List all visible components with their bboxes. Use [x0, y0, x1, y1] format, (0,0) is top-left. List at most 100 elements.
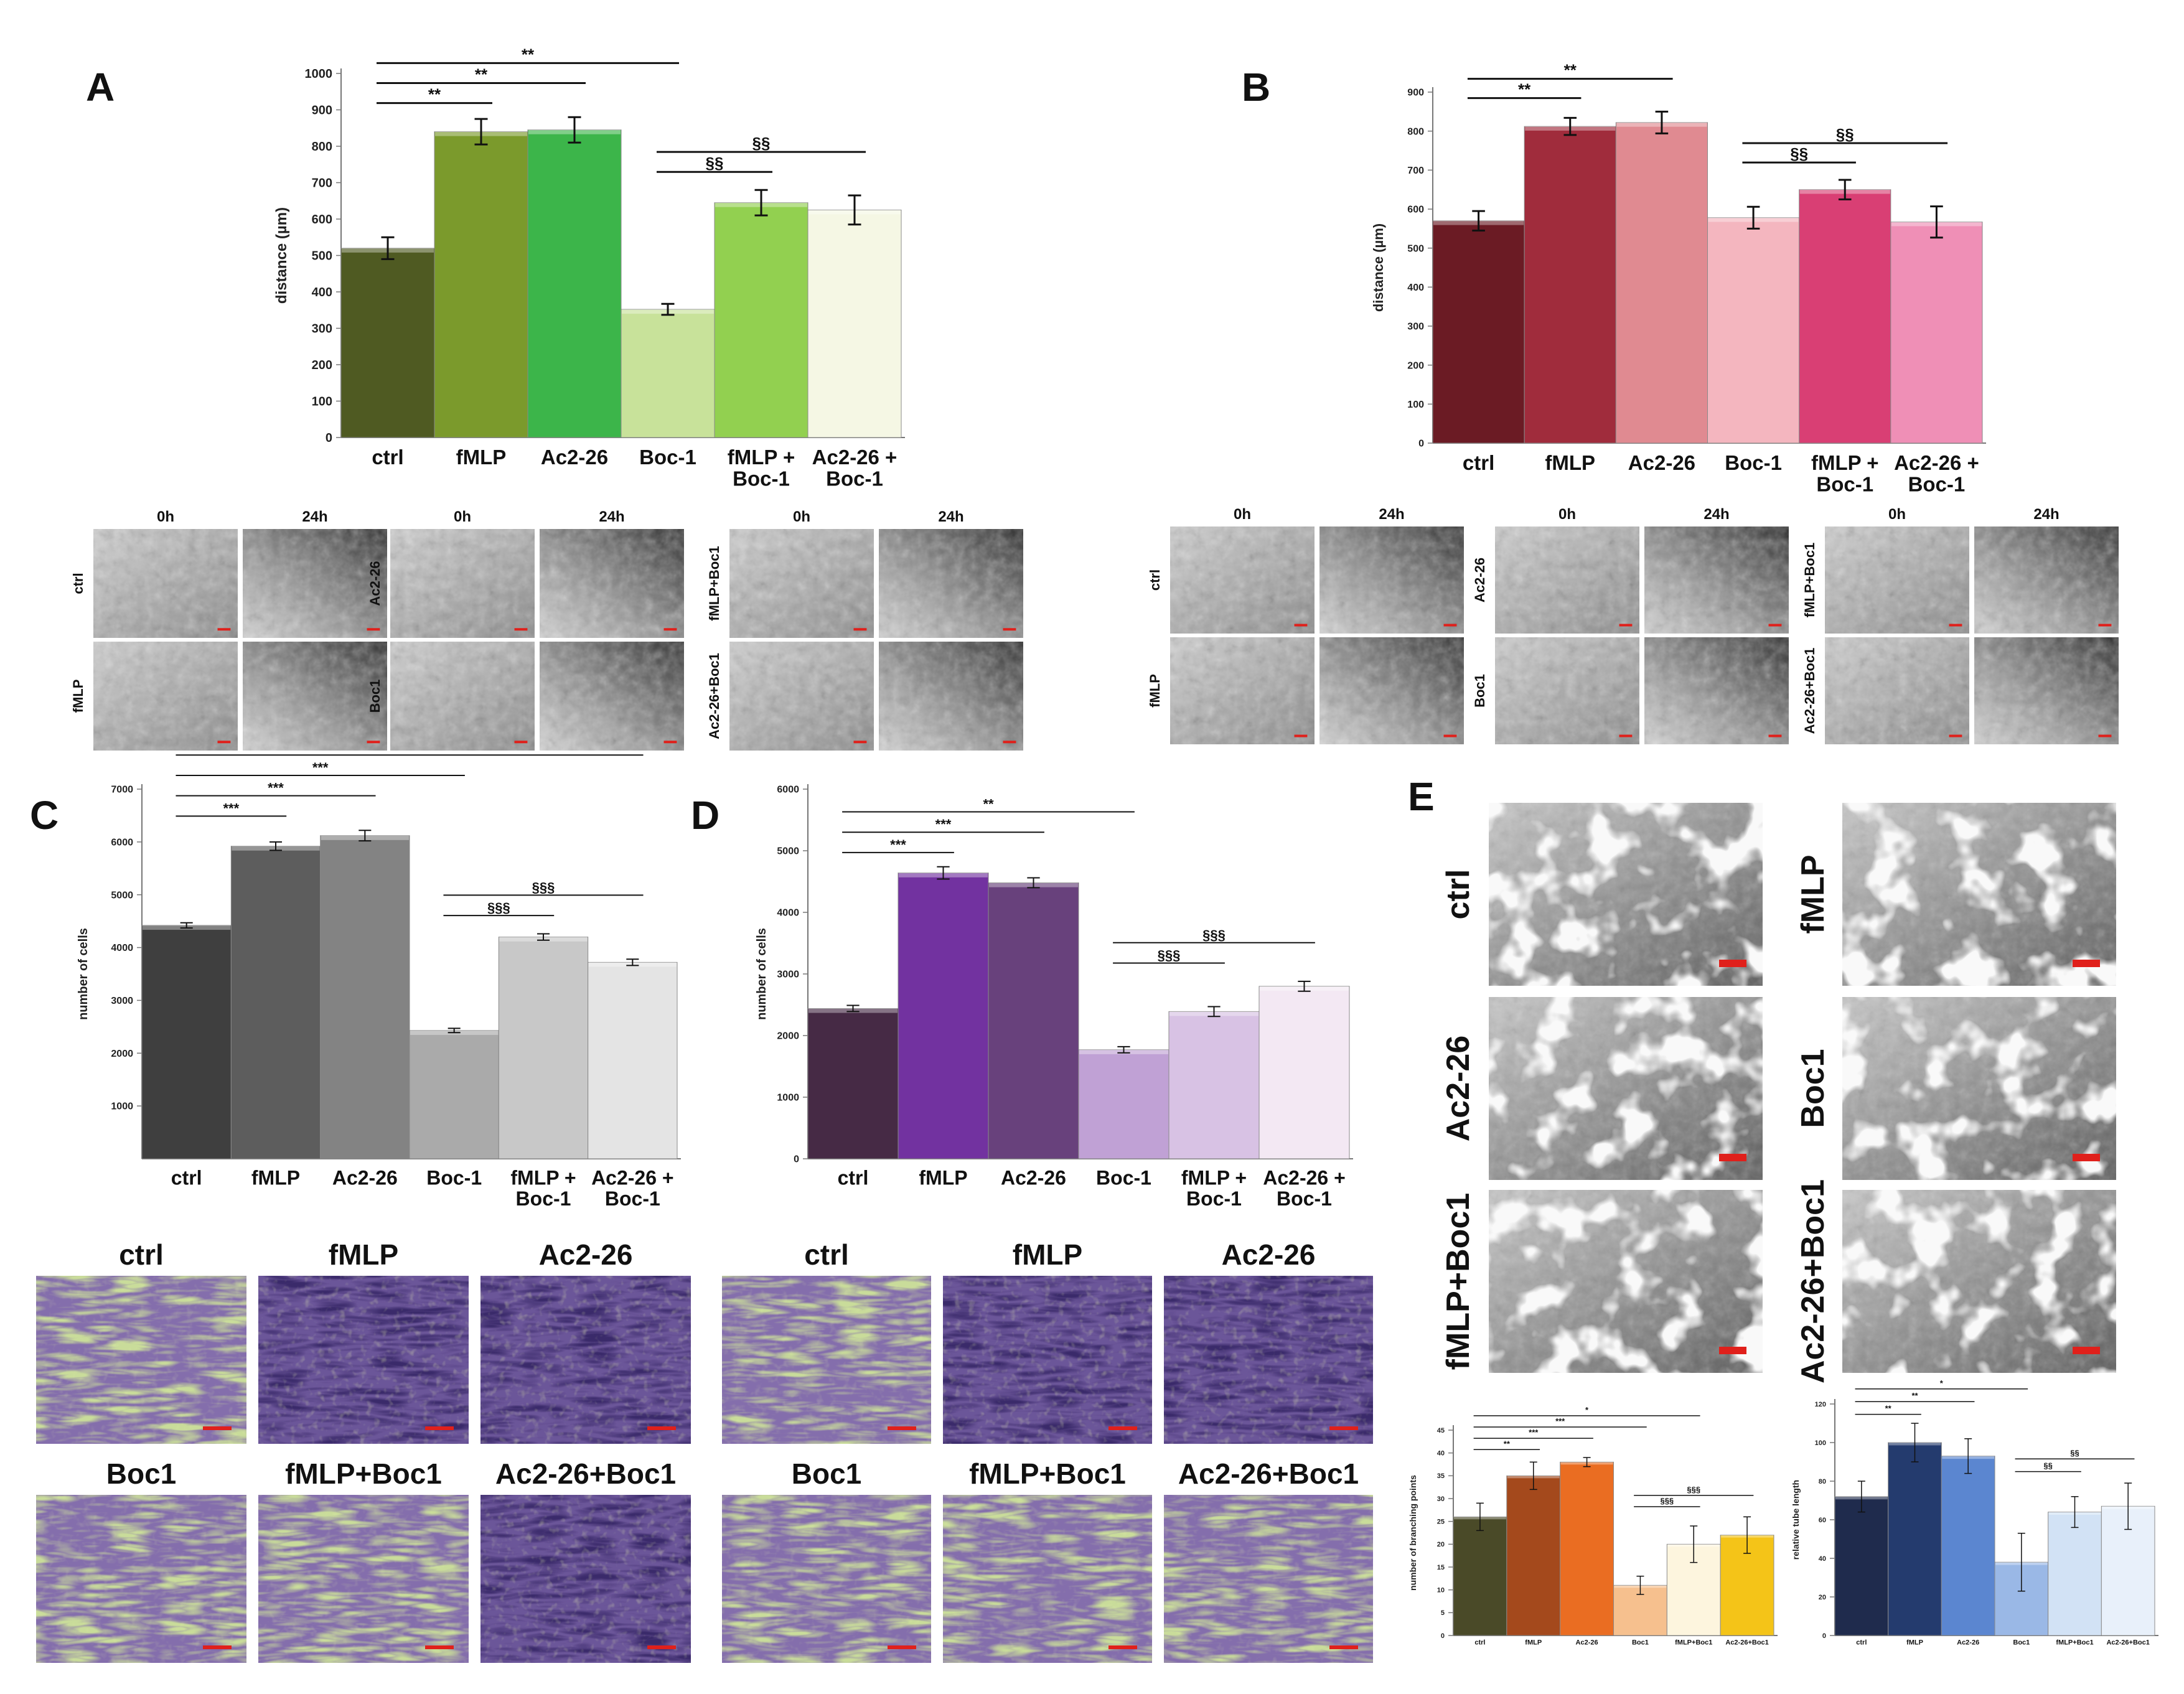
- micrographs-c-transwell: ctrl fMLP Ac2-26 Boc1 fMLP+Boc1 Ac2-26+Boc1: [36, 1238, 691, 1663]
- stain-speckle: [943, 1276, 1152, 1444]
- chart-a-bar-ac2-26-boc-1: [807, 209, 902, 438]
- chart-b-bar-ac2-26: [1615, 122, 1708, 444]
- chart-b-y-tick-label: 200: [1407, 360, 1424, 371]
- time-label-24h: 24h: [1704, 506, 1729, 523]
- time-label-24h: 24h: [2033, 506, 2059, 523]
- chart-a-y-tick-label: 0: [326, 431, 332, 445]
- tube-network: [1842, 1190, 2116, 1373]
- chart-e1-bar-ctrl: [1453, 1516, 1507, 1636]
- chart-a-y-tick-label: 1000: [305, 67, 333, 81]
- micrograph-ctrl-24h: [243, 529, 387, 638]
- micrographs-d-transwell: ctrl fMLP Ac2-26 Boc1 fMLP+Boc1 Ac2-26+Boc1: [722, 1238, 1373, 1663]
- chart-d-bar-boc-1: [1078, 1049, 1169, 1159]
- chart-a-category-label: Ac2-26: [541, 446, 608, 469]
- micrograph-ctrl-0h: [93, 529, 238, 638]
- micrograph-texture: [879, 529, 1023, 638]
- micrograph-texture: [1644, 637, 1789, 744]
- micrograph-texture: [540, 529, 684, 638]
- micrograph-texture: [390, 642, 535, 751]
- chart-d-category-label: Ac2-26: [1001, 1167, 1066, 1189]
- time-label-24h: 24h: [302, 508, 327, 525]
- chart-d-category-label-line: Boc-1: [1096, 1167, 1151, 1189]
- label-boc1: Boc1: [792, 1458, 861, 1490]
- micrograph-texture: [879, 642, 1023, 751]
- label-fmlp: fMLP: [329, 1238, 398, 1271]
- scale-bar: [367, 741, 380, 744]
- micrograph-texture: [390, 529, 535, 638]
- chart-e1-y-tick-label: 5: [1441, 1609, 1445, 1617]
- chart-a-category-label-line: Boc-1: [733, 467, 790, 490]
- chart-e1-significance-label: *: [1585, 1405, 1589, 1415]
- micrograph-texture: [540, 642, 684, 751]
- scale-bar: [1329, 1426, 1358, 1430]
- label-ac2-26: Ac2-26: [539, 1238, 633, 1271]
- chart-c-category-label-line: ctrl: [171, 1167, 202, 1189]
- chart-c-category-label: fMLP: [251, 1167, 300, 1189]
- micrograph-ctrl: [36, 1276, 246, 1444]
- micrograph-ctrl-0h: [1170, 526, 1315, 634]
- chart-a-category-label-line: Ac2-26: [541, 446, 608, 469]
- chart-c-category-label: fMLP + Boc-1: [510, 1167, 576, 1210]
- chart-b-category-label-line: Boc-1: [1725, 451, 1782, 474]
- chart-c-bar-ac2-26-boc-1: [588, 962, 678, 1159]
- chart-e1-category-label-line: Ac2-26+Boc1: [1725, 1639, 1768, 1646]
- chart-e2-category-label: Boc1: [2013, 1639, 2030, 1646]
- chart-c-bar-fmlp: [230, 846, 321, 1159]
- scale-bar: [1768, 734, 1782, 737]
- scale-bar: [1619, 624, 1633, 627]
- micrograph-ac2-26-boc1-0h: [1825, 637, 1969, 744]
- micrograph-fmlp-boc1-24h: [1974, 526, 2119, 634]
- chart-d-y-tick-label: 5000: [777, 846, 799, 857]
- chart-d-bar-ctrl: [807, 1008, 899, 1159]
- chart-c-bar-ac2-26: [320, 835, 410, 1159]
- chart-e1-y-tick-label: 25: [1437, 1519, 1445, 1526]
- chart-e1-category-label: fMLP+Boc1: [1675, 1639, 1712, 1646]
- chart-e2-bar-fmlp-boc1: [2048, 1512, 2102, 1636]
- chart-e2-category-label-line: Ac2-26: [1957, 1639, 1979, 1646]
- micrograph-texture: [1974, 526, 2119, 634]
- scale-bar: [1719, 1347, 1746, 1354]
- time-label-24h: 24h: [938, 508, 963, 525]
- chart-e2-significance-label: §§: [2043, 1461, 2052, 1471]
- row-label-fmlp: fMLP: [70, 680, 86, 713]
- chart-c-significance-label: ***: [268, 780, 284, 796]
- chart-e1-category-label: Boc1: [1632, 1639, 1649, 1646]
- chart-e1-y-tick-label: 20: [1437, 1541, 1445, 1548]
- chart-b-significance-label: §§: [1790, 144, 1808, 163]
- panel-label-b: B: [1242, 65, 1270, 110]
- chart-b-bar-fmlp: [1524, 126, 1616, 444]
- chart-c-category-label-line: Ac2-26 +: [591, 1167, 674, 1189]
- micrograph-fmlp-0h: [93, 642, 238, 751]
- chart-a-category-label-line: Ac2-26 +: [812, 446, 898, 469]
- chart-d-category-label-line: Boc-1: [1277, 1187, 1332, 1210]
- chart-d-y-tick-label: 6000: [777, 785, 799, 795]
- stain-speckle: [480, 1495, 691, 1663]
- chart-d-y-tick-label: 4000: [777, 908, 799, 919]
- chart-d-significance-label: §§§: [1158, 947, 1181, 963]
- chart-e1-bar-ac2-26: [1560, 1461, 1615, 1636]
- micrograph-fmlp-boc1: [1489, 1190, 1763, 1373]
- micrograph-fmlp-boc1-24h: [879, 529, 1023, 638]
- chart-a-y-tick-label: 700: [312, 177, 332, 190]
- panel-label-c: C: [30, 793, 59, 838]
- micrograph-texture: [243, 642, 387, 751]
- micrograph-ac2-26-boc1-24h: [879, 642, 1023, 751]
- panel-label-d: D: [691, 793, 719, 838]
- chart-d-category-label-line: Ac2-26 +: [1263, 1167, 1346, 1189]
- chart-d-significance-label: ***: [935, 817, 952, 832]
- chart-e2-y-tick-label: 60: [1819, 1517, 1826, 1524]
- chart-e1-significance-label: §§§: [1687, 1485, 1700, 1494]
- chart-c-category-label-line: Ac2-26: [332, 1167, 398, 1189]
- micrograph-ctrl: [1489, 803, 1763, 986]
- chart-b-bar-ctrl: [1432, 220, 1525, 444]
- micrograph-ac2-26-boc1: [1164, 1495, 1373, 1663]
- scale-bar: [1443, 624, 1457, 627]
- micrograph-texture: [1170, 526, 1315, 634]
- chart-e1-y-tick-label: 35: [1437, 1472, 1445, 1480]
- micrograph-ac2-26: [1164, 1276, 1373, 1444]
- label-ctrl: ctrl: [119, 1238, 164, 1271]
- chart-e2-y-tick-label: 0: [1822, 1632, 1826, 1640]
- chart-b-category-label-line: Boc-1: [1908, 473, 1966, 496]
- chart-b-category-label-line: fMLP: [1545, 451, 1595, 474]
- row-label-ctrl: ctrl: [1147, 569, 1163, 591]
